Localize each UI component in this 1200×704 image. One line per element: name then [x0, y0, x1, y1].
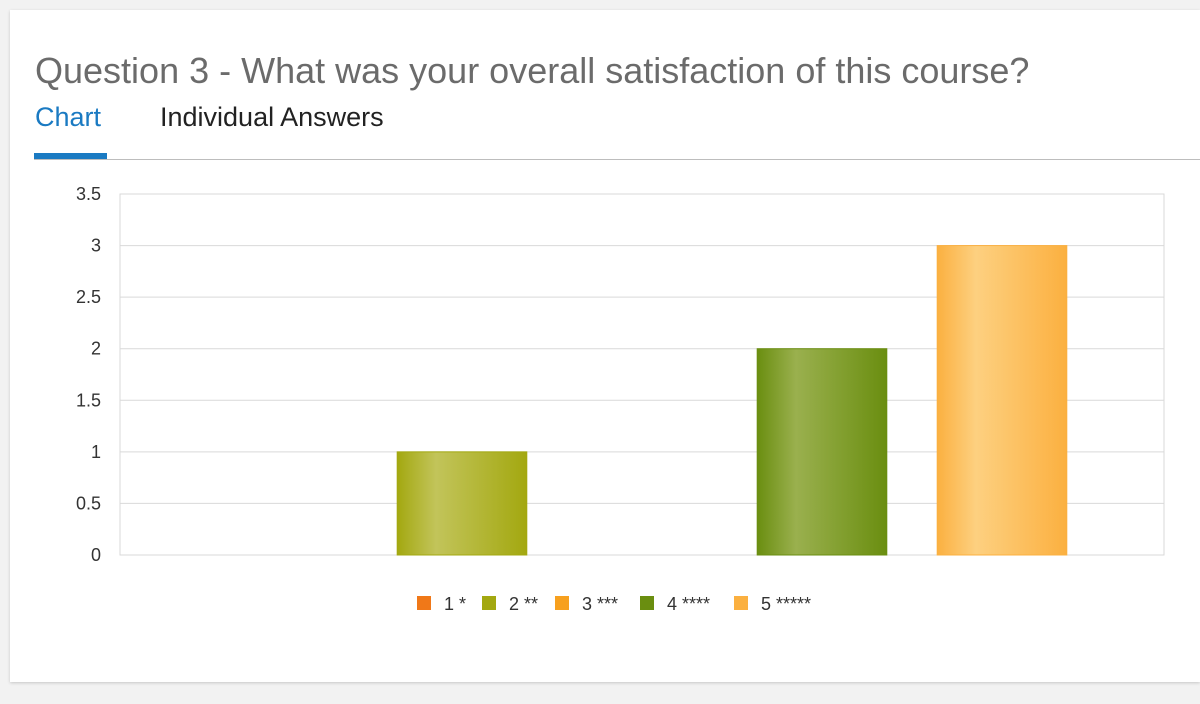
legend-label: 4 ****: [667, 594, 710, 614]
y-tick-label: 0: [91, 545, 101, 565]
legend-label: 1 *: [444, 594, 466, 614]
legend-label: 2 **: [509, 594, 538, 614]
legend-swatch: [555, 596, 569, 610]
legend-swatch: [482, 596, 496, 610]
legend-swatch: [417, 596, 431, 610]
bars: [396, 245, 1068, 556]
legend-swatch: [734, 596, 748, 610]
legend-label: 3 ***: [582, 594, 618, 614]
legend-label: 5 *****: [761, 594, 811, 614]
y-tick-label: 2: [91, 339, 101, 359]
bar-4[interactable]: [756, 348, 888, 556]
tab-individual-answers[interactable]: Individual Answers: [160, 102, 384, 132]
bar-2[interactable]: [396, 451, 528, 556]
y-tick-label: 1: [91, 442, 101, 462]
legend-swatch: [640, 596, 654, 610]
y-tick-label: 0.5: [76, 493, 101, 513]
y-tick-label: 2.5: [76, 287, 101, 307]
y-tick-label: 3.5: [76, 184, 101, 204]
bar-5[interactable]: [936, 245, 1068, 556]
active-tab-indicator: [34, 153, 107, 159]
y-tick-label: 1.5: [76, 390, 101, 410]
legend: 1 * 2 ** 3 *** 4 **** 5 *****: [417, 594, 811, 614]
tab-bar: Chart Individual Answers: [10, 98, 1200, 162]
y-tick-label: 3: [91, 236, 101, 256]
y-axis-ticks: 0 0.5 1 1.5 2 2.5 3 3.5: [76, 184, 101, 565]
question-title: Question 3 - What was your overall satis…: [35, 50, 1030, 91]
tab-divider: [34, 159, 1200, 160]
gridlines: [119, 193, 1165, 556]
tab-chart[interactable]: Chart: [35, 102, 102, 132]
